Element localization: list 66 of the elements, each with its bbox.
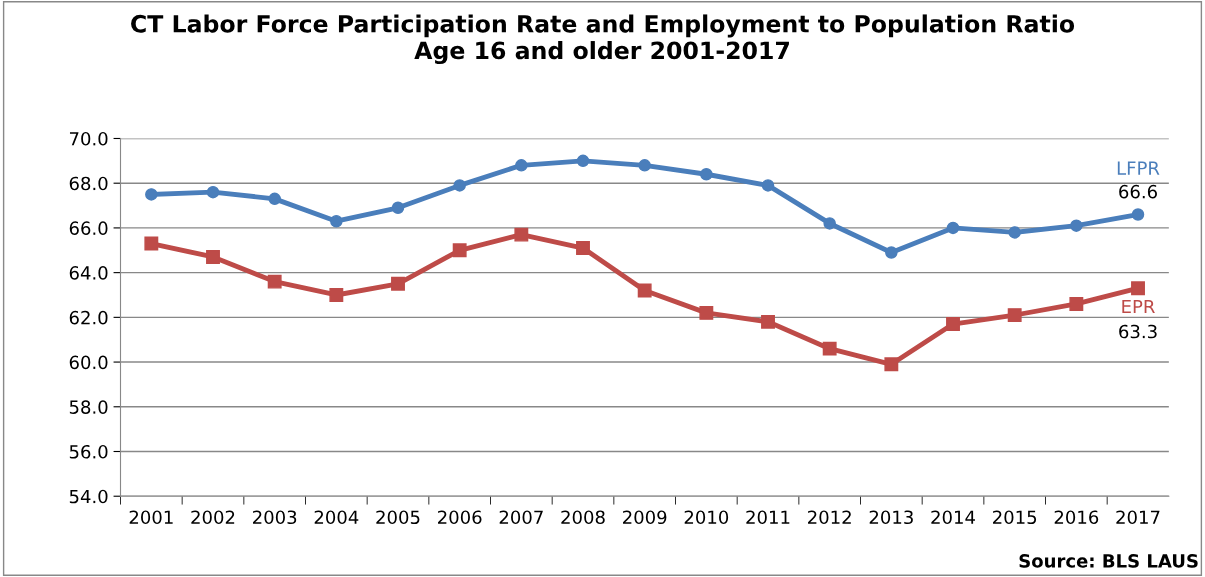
point [391,276,405,291]
point [1007,308,1022,323]
x-tick-label: 2005 [376,510,420,525]
x-tick-label: 2013 [869,510,913,525]
point [145,188,158,201]
series-label: EPR [1122,299,1155,314]
x-tick-label: 2014 [931,510,975,525]
point [514,227,529,242]
y-tick-label: 66.0 [69,221,108,236]
x-tick-label: 2010 [684,510,729,525]
point [1069,296,1084,311]
x-tick-label: 2003 [253,510,297,525]
point [206,250,220,264]
point [576,154,590,168]
point [1008,226,1021,239]
annotation: 63.3 [1119,324,1157,339]
point [206,185,220,199]
point [885,246,898,259]
point [1070,219,1083,232]
point [329,288,344,302]
point [700,168,713,181]
point [761,179,775,192]
point [391,201,405,215]
x-tick-label: 2009 [623,510,667,525]
point [637,283,652,298]
text: LFPR [1117,161,1160,175]
point [946,221,960,235]
point [761,314,775,329]
y-tick-label: 58.0 [69,400,108,414]
y-tick-label: 54.0 [69,489,108,504]
x-tick-label: 2007 [499,510,543,525]
x-tick-label: 2004 [314,510,359,525]
source-note: Source: BLS LAUS [1019,554,1198,568]
chart-title: CT Labor Force Participation Rate and Employment to Population Ratio Age 16 and older 2001-2017 [131,14,1075,65]
point [453,179,466,192]
point [267,274,282,289]
y-tick-label: 70.0 [69,131,108,146]
point [822,341,837,356]
point [699,305,714,320]
point [1131,208,1145,221]
point [884,357,899,372]
x-tick-label: 2001 [129,510,173,525]
x-tick-label: 2006 [438,510,482,525]
point [946,317,960,332]
x-tick-label: 2017 [1116,510,1160,525]
annotation: 66.6 [1119,184,1157,199]
point [268,192,281,206]
x-tick-label: 2016 [1054,510,1099,525]
point [576,241,590,255]
point [1131,281,1145,296]
point [452,243,467,258]
y-tick-label: 60.0 [69,355,108,370]
point [144,236,159,251]
x-tick-label: 2011 [746,510,790,525]
y-tick-label: 62.0 [69,310,108,325]
y-tick-label: 68.0 [69,176,108,191]
x-tick-label: 2012 [808,510,851,525]
point [515,159,528,172]
x-tick-label: 2008 [561,510,605,525]
y-tick-label: 56.0 [69,444,108,459]
x-tick-label: 2015 [993,510,1037,525]
y-tick-label: 64.0 [69,266,108,280]
point [638,159,651,172]
x-tick-label: 2002 [191,510,235,525]
point [823,217,836,230]
point [330,214,343,228]
